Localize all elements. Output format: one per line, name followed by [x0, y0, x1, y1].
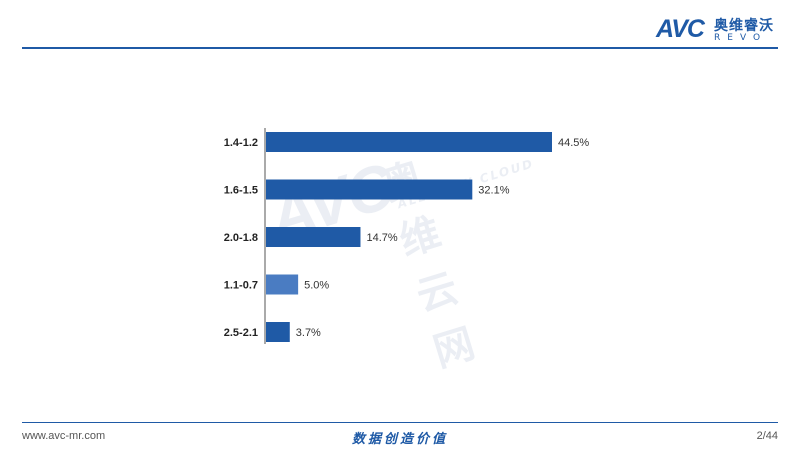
footer-rule — [22, 422, 778, 423]
category-label: 1.1-0.7 — [224, 280, 258, 292]
bar — [266, 132, 552, 152]
logo-brand: AVC — [656, 15, 705, 43]
category-label: 2.5-2.1 — [224, 327, 258, 339]
header-rule — [22, 47, 778, 49]
bar — [266, 179, 473, 200]
value-label: 32.1% — [478, 185, 509, 197]
value-label: 5.0% — [304, 280, 329, 292]
bar — [266, 322, 290, 342]
avc-revo-logo: AVC 奥维睿沃 REVO — [656, 14, 780, 46]
logo-en: REVO — [714, 33, 768, 43]
page-number: 2/44 — [756, 430, 778, 442]
value-label: 3.7% — [296, 327, 321, 339]
bar — [266, 227, 361, 247]
logo-cn: 奥维睿沃 — [714, 18, 774, 34]
value-label: 44.5% — [558, 137, 589, 149]
bar — [266, 274, 299, 295]
value-label: 14.7% — [366, 232, 397, 244]
category-label: 2.0-1.8 — [224, 232, 258, 244]
category-label: 1.6-1.5 — [224, 185, 258, 197]
category-label: 1.4-1.2 — [224, 137, 258, 149]
footer-website: www.avc-mr.com — [22, 430, 106, 442]
footer-slogan: 数据创造价值 — [351, 432, 448, 447]
